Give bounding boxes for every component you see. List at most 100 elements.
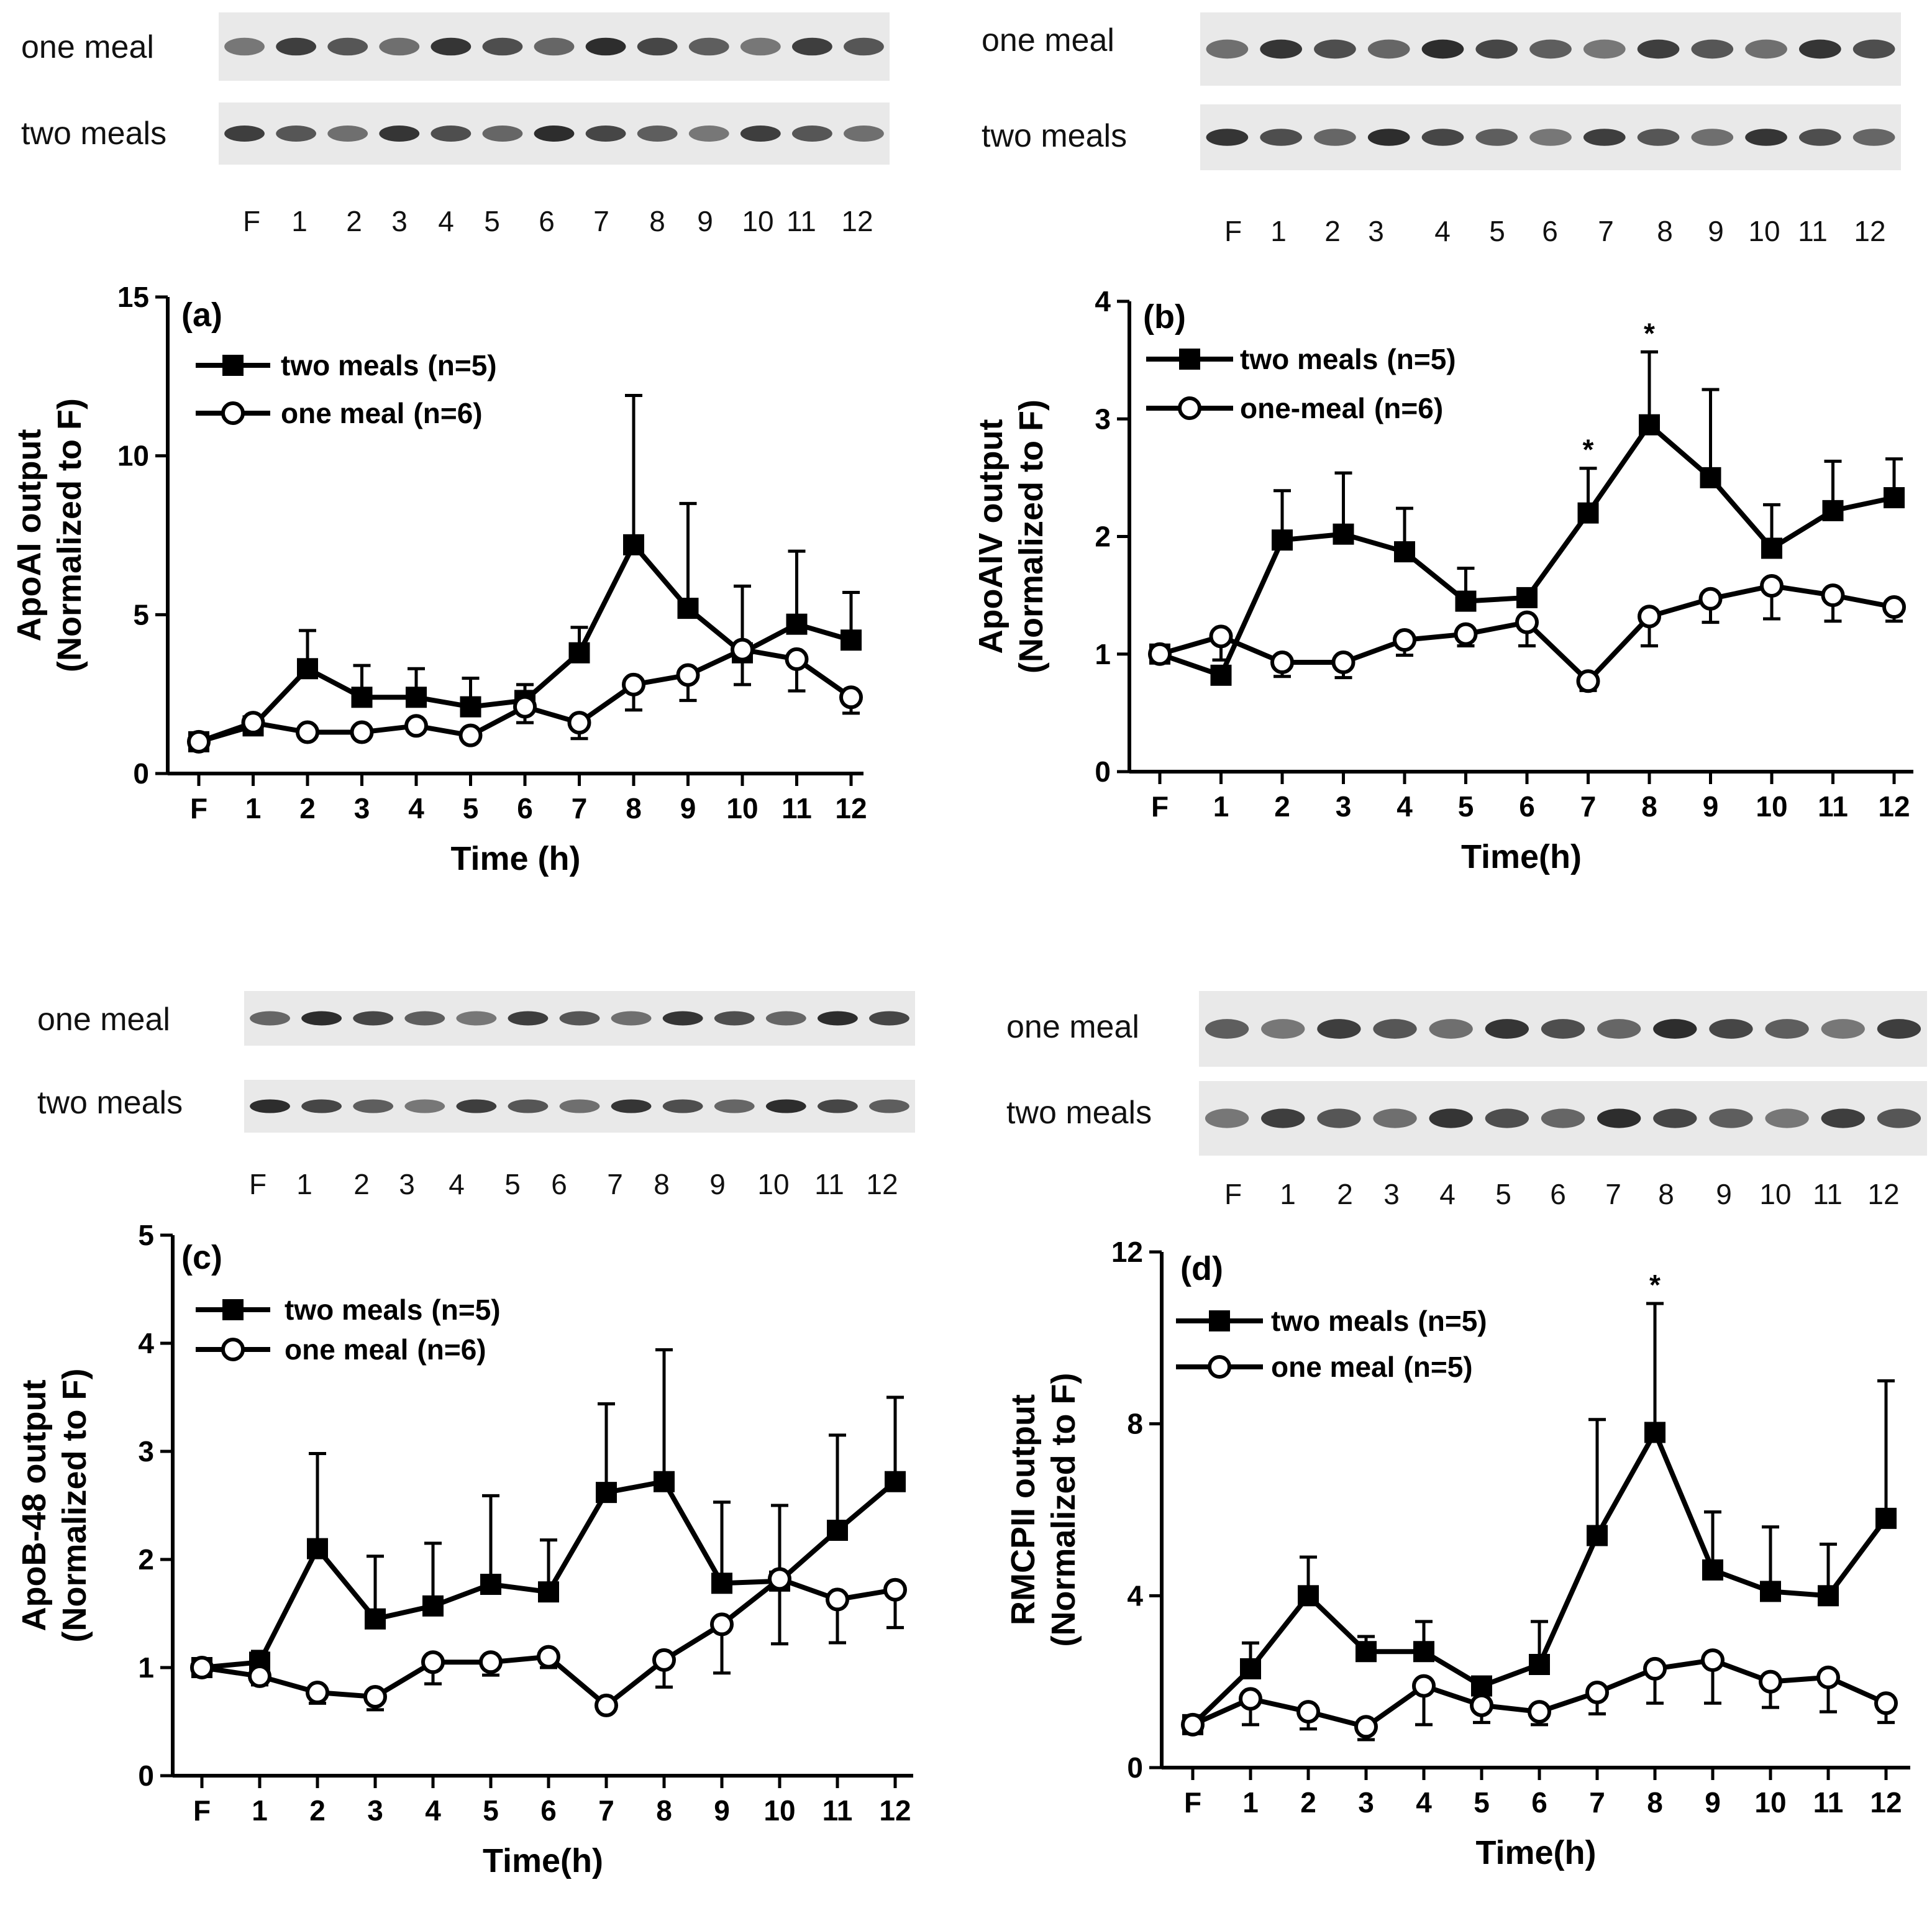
series-one-meal [1148,573,1906,693]
data-point-square [1272,529,1293,551]
legend-entry-two-meals: two meals (n=5) [1146,343,1456,375]
blot-band [1637,39,1680,59]
legend-series-name: two meals [1271,1305,1409,1337]
data-point-circle [1698,587,1723,611]
blot-band [1485,1108,1529,1128]
data-point-circle [1882,595,1906,619]
blot-band [1373,1019,1417,1039]
data-point-circle [421,1650,445,1674]
blot-band [1799,39,1841,59]
blot-lane-label: 4 [1439,1178,1456,1210]
x-tick-label: 9 [1705,1786,1721,1819]
data-point-square [1516,587,1538,608]
blot-band [637,37,678,56]
x-axis-title: Time (h) [450,840,580,877]
blot-band [404,1099,445,1113]
data-point-circle [1412,1674,1436,1698]
data-point-circle [1874,1691,1898,1715]
data-point-square [1356,1641,1377,1663]
blot-lane-label: 10 [1759,1178,1791,1210]
blot-band [844,126,884,142]
legend-n-label: (n=5) [1403,1351,1472,1383]
data-point-square [1455,590,1477,612]
x-tick-label: 1 [1242,1786,1259,1819]
x-tick-label: 11 [822,1794,853,1827]
legend-label: two meals (n=5) [1271,1305,1487,1337]
data-point-circle [1239,1687,1262,1711]
x-tick-label: 12 [1870,1786,1902,1819]
legend-marker-circle [1208,1355,1231,1379]
x-tick-label: 5 [1474,1786,1490,1819]
blot-band [508,1011,549,1026]
blot-band [276,126,317,142]
data-point-square [1760,1581,1781,1602]
y-axis-title: ApoAIV output [972,419,1009,654]
blot-lane-label: 6 [1550,1178,1566,1210]
blot-band [1583,39,1626,59]
blot-lane-label: 6 [539,205,555,237]
data-point-square [1210,664,1232,686]
y-axis-title: ApoAI output [11,429,48,642]
blot-band [1314,129,1356,146]
significance-star: * [1649,1269,1661,1301]
data-point-square [1577,502,1599,524]
data-point-circle [1354,1715,1378,1739]
legend-marker-square [222,1299,244,1320]
blot-lane-label: 4 [449,1168,465,1200]
blot-row-label: one meal [982,22,1114,58]
blot-band [1314,39,1356,59]
x-tick-label: 5 [1458,790,1474,823]
x-tick-label: 3 [354,792,370,824]
x-tick-label: 4 [425,1794,441,1827]
x-tick-label: 4 [408,792,424,824]
data-point-circle [363,1684,387,1709]
blot-lane-label: 4 [1434,215,1451,247]
y-tick-label: 0 [1127,1751,1143,1784]
blot-band [276,37,317,56]
data-point-square [480,1574,501,1596]
blot-band [740,126,781,142]
data-point-square [677,598,699,619]
blot-band [1765,1108,1809,1128]
blot-band [353,1011,394,1026]
x-tick-label: 3 [1336,790,1352,823]
blot-band [1821,1019,1865,1039]
blot-band [327,37,368,56]
blot-band [431,37,472,56]
blot-band [740,37,781,56]
blot-band [1373,1108,1417,1128]
legend-label: one meal (n=6) [281,397,483,429]
blot-lane-label: 9 [1708,215,1724,247]
blot-band [1260,39,1302,59]
data-point-square [307,1538,328,1559]
x-tick-label: 9 [680,792,696,824]
blot-band [817,1011,858,1026]
y-tick-label: 4 [1095,285,1111,317]
y-tick-label: 8 [1127,1408,1143,1440]
legend-n-label: (n=5) [427,349,496,381]
blot-band [534,126,575,142]
blot-lane-label: F [249,1168,267,1200]
data-point-square [1413,1641,1434,1663]
legend-n-label: (n=5) [431,1294,500,1326]
blot-band [1261,1108,1305,1128]
x-axis-title: Time(h) [483,1842,603,1879]
blot-band [1583,129,1626,146]
legend-series-name: one-meal [1240,392,1365,424]
blot-band [662,1099,703,1113]
data-point-square [1875,1507,1897,1529]
y-tick-label: 10 [117,440,149,472]
blot-band [404,1011,445,1026]
series-two-meals [1149,350,1905,686]
legend-series-name: two meals [285,1294,422,1326]
blot-band [1206,39,1249,59]
y-tick-label: 0 [133,757,149,790]
x-tick-label: 10 [1756,790,1787,823]
legend-series-name: one meal [285,1333,408,1366]
x-axis-title: Time(h) [1475,1834,1596,1871]
x-tick-label: 8 [656,1794,672,1827]
blot-band [765,1099,806,1113]
y-tick-label: 15 [117,281,149,313]
